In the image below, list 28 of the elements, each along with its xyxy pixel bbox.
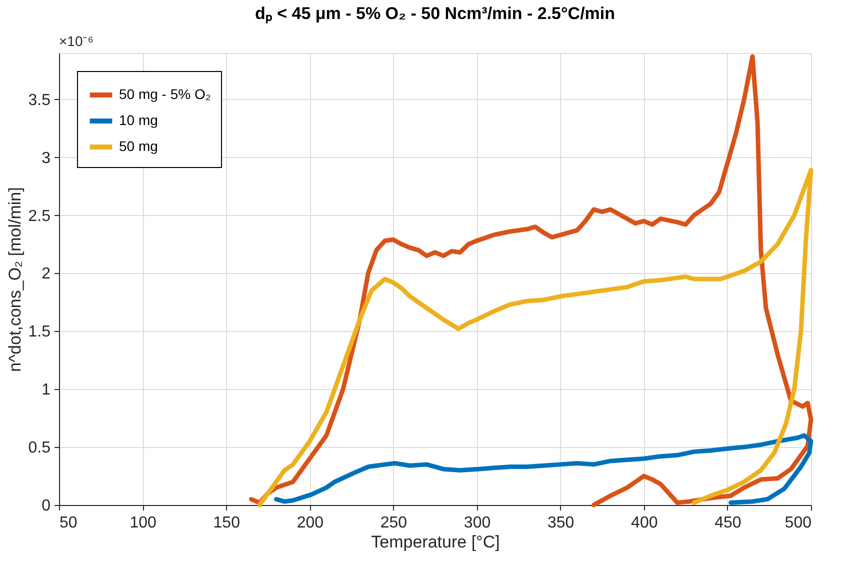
x-tick-label: 300 bbox=[464, 514, 491, 532]
legend-label: 50 mg - 5% O₂ bbox=[119, 86, 211, 102]
y-tick-label: 3 bbox=[42, 150, 51, 167]
x-tick-label: 50 bbox=[60, 514, 78, 532]
line-series bbox=[257, 168, 814, 508]
legend-label: 50 mg bbox=[119, 138, 158, 154]
x-tick-label: 450 bbox=[714, 514, 742, 532]
text: ×10⁻⁶ bbox=[59, 33, 94, 49]
y-tick-label: 0 bbox=[42, 498, 51, 514]
y-axis-title: n^dot,cons_O₂ [mol/min] bbox=[5, 187, 24, 372]
line-series bbox=[274, 433, 814, 505]
chart-title: dₚ < 45 μm - 5% O₂ - 50 Ncm³/min - 2.5°C/min bbox=[254, 4, 616, 24]
y-tick-label: 3.5 bbox=[28, 92, 51, 109]
x-tick-label: 250 bbox=[380, 514, 408, 532]
x-tick-label: 350 bbox=[547, 514, 574, 532]
x-tick-label: 500 bbox=[784, 514, 812, 532]
x-tick-label: 100 bbox=[130, 514, 156, 532]
y-tick-label: 1 bbox=[42, 382, 51, 399]
x-tick-label: 150 bbox=[213, 514, 240, 532]
line-series bbox=[248, 54, 814, 508]
y-tick-label: 0.5 bbox=[28, 440, 51, 457]
x-axis-title: Temperature [°C] bbox=[371, 532, 500, 552]
y-tick-label: 2 bbox=[42, 266, 51, 283]
y-tick-label: 2.5 bbox=[28, 208, 51, 225]
x-tick-label: 200 bbox=[296, 514, 324, 532]
legend-label: 10 mg bbox=[119, 112, 158, 128]
y-tick-label: 1.5 bbox=[28, 324, 51, 341]
x-tick-label: 400 bbox=[631, 514, 658, 532]
